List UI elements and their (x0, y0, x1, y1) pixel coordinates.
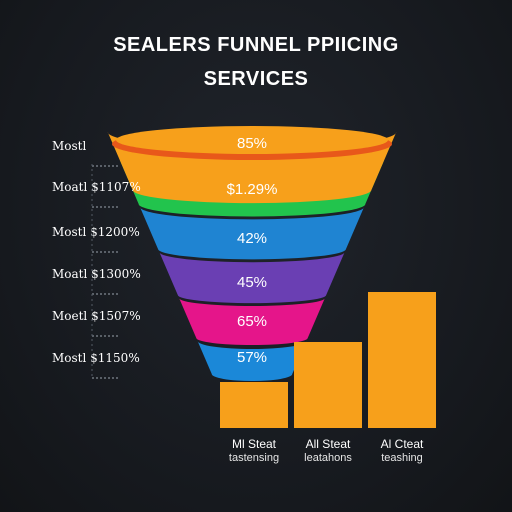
side-label: Moatl $1300% (52, 267, 141, 281)
funnel-stage (197, 341, 307, 381)
bar-category-label: Ml Steat (232, 437, 277, 451)
funnel-stage-label: 85% (237, 135, 267, 152)
side-label: Moetl $1507% (52, 309, 141, 323)
bar (368, 292, 436, 428)
funnel-stage-label: 45% (237, 274, 267, 291)
funnel-stage-label: 65% (237, 313, 267, 330)
funnel-stage-label: 42% (237, 230, 267, 247)
bar (220, 382, 288, 428)
funnel-stage-label: $1.29% (227, 181, 278, 198)
side-label: Mostl (52, 139, 86, 153)
side-label: Moatl $1107% (52, 180, 141, 194)
bar-category-sublabel: teashing (381, 452, 423, 464)
side-label: Mostl $1150% (52, 351, 140, 365)
bar-category-sublabel: leatahons (304, 452, 352, 464)
bar (294, 342, 362, 428)
chart-title-line1: SEALERS FUNNEL PPIICING (113, 34, 399, 56)
bar-category-sublabel: tastensing (229, 452, 279, 464)
funnel-stage-label: 57% (237, 349, 267, 366)
funnel-stage (179, 298, 325, 346)
bar-category-label: All Steat (306, 437, 351, 451)
funnel-top-surface (116, 126, 388, 154)
bar-category-label: Al Cteat (381, 437, 424, 451)
funnel-stage (159, 252, 345, 304)
funnel-stage (139, 207, 365, 260)
chart-title-line2: SERVICES (203, 68, 309, 90)
side-label: Mostl $1200% (52, 225, 140, 239)
